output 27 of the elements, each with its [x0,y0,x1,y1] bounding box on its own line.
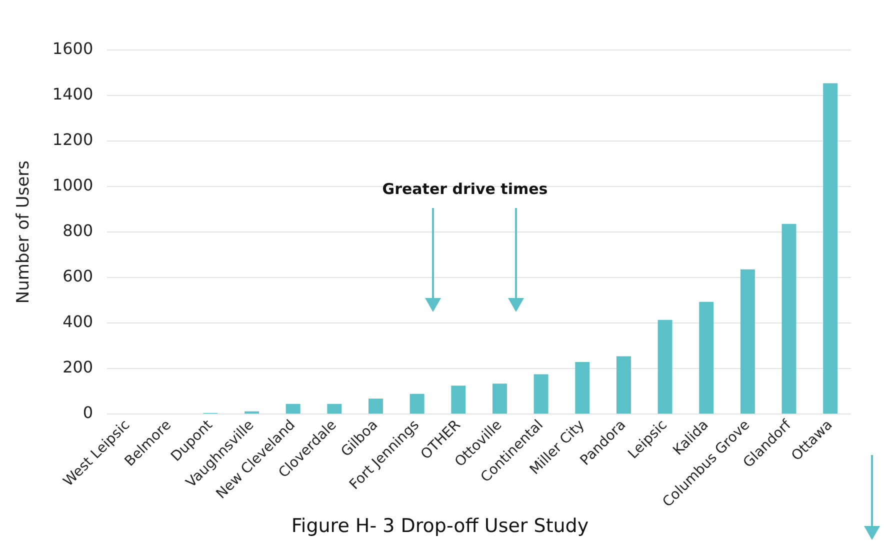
bar [658,320,672,414]
y-tick-label: 600 [62,266,94,286]
bar [534,374,548,414]
bar [616,356,631,414]
y-tick-label: 200 [62,358,94,377]
annotation: Greater drive times [382,180,548,198]
bar [823,83,838,414]
y-tick-label: 1400 [52,84,94,104]
y-tick-label: 1200 [52,130,94,150]
bar [368,398,383,414]
y-tick-label: 1000 [52,176,94,195]
y-axis-title: Number of Users [14,160,34,304]
bar [286,404,300,414]
y-tick-label: 0 [82,403,94,422]
bar [740,269,755,414]
bar [782,224,796,414]
y-tick-label: 1600 [52,39,94,58]
y-tick-label: 800 [62,221,94,240]
text: Figure H- 3 Drop-off User Study [291,515,589,537]
bar [244,411,259,414]
bar [575,362,590,414]
bar [492,384,507,414]
bar [699,302,714,414]
bar [410,394,424,414]
y-tick-label: 400 [62,312,94,332]
bar [451,386,466,414]
bar [327,404,342,414]
